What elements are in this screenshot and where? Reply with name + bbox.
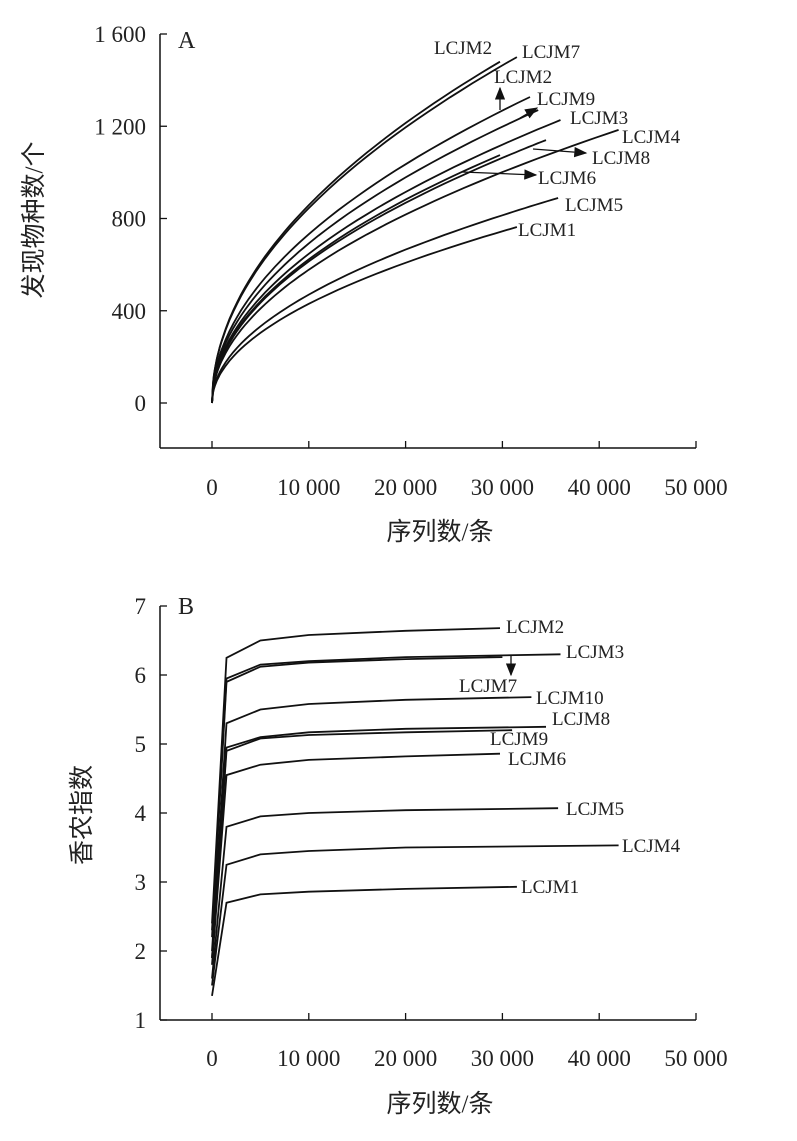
panel-b-y-tick-label: 6 bbox=[135, 663, 147, 688]
panel-b-series-label-lcjm9: LCJM9 bbox=[490, 729, 548, 750]
panel-a-series-label-lcjm8: LCJM8 bbox=[592, 148, 650, 169]
panel-a-x-tick-label: 0 bbox=[206, 475, 218, 500]
panel-b-series-line-lcjm6 bbox=[211, 752, 501, 965]
panel-b-x-axis-title: 序列数/条 bbox=[387, 1090, 494, 1118]
panel-a-series-line-lcjm2 bbox=[211, 96, 531, 404]
panel-b-y-tick-label: 1 bbox=[135, 1008, 147, 1033]
panel-b-series-label-lcjm8: LCJM8 bbox=[552, 709, 610, 730]
panel-b-x-tick-label: 30 000 bbox=[471, 1046, 534, 1071]
panel-a-x-axis-title: 序列数/条 bbox=[387, 518, 494, 546]
panel-a-annotation-arrow bbox=[461, 169, 538, 180]
panel-a-x-tick-label: 30 000 bbox=[471, 475, 534, 500]
panel-a-x-tick-label: 20 000 bbox=[374, 475, 437, 500]
panel-b-series-label-lcjm6: LCJM6 bbox=[508, 749, 566, 770]
panel-b-series-line-lcjm2 bbox=[211, 627, 501, 924]
panel-b-series-label-lcjm2: LCJM2 bbox=[506, 617, 564, 638]
panel-b-series-label-lcjm7: LCJM7 bbox=[459, 676, 517, 697]
panel-a-y-tick-label: 800 bbox=[112, 207, 147, 232]
panel-a-series-label-lcjm5: LCJM5 bbox=[565, 195, 623, 216]
panel-a-x-tick-label: 10 000 bbox=[277, 475, 340, 500]
panel-a-x-tick-label: 40 000 bbox=[568, 475, 631, 500]
panel-a-series-line-lcjm3 bbox=[211, 119, 561, 404]
panel-a-series-label-lcjm6: LCJM6 bbox=[538, 168, 596, 189]
panel-a-series-line-lcjm9 bbox=[211, 109, 539, 404]
panel-b-series-line-lcjm10 bbox=[211, 696, 532, 952]
panel-b-x-tick-label: 0 bbox=[206, 1046, 218, 1071]
panel-a-series-label-lcjm1: LCJM1 bbox=[518, 220, 576, 241]
panel-a-annotation-arrow bbox=[519, 107, 539, 119]
panel-a-series-label-lcjm4: LCJM4 bbox=[622, 127, 681, 148]
panel-b-y-tick-label: 4 bbox=[135, 801, 147, 826]
panel-a-series-label-lcjm7: LCJM7 bbox=[522, 42, 580, 63]
panel-a-series-line-lcjm6 bbox=[211, 154, 501, 404]
panel-a-y-tick-label: 400 bbox=[112, 299, 147, 324]
panel-a-x-tick-label: 50 000 bbox=[664, 475, 727, 500]
panel-a-series-label-lcjm2: LCJM2 bbox=[434, 38, 492, 59]
panel-b-series-line-lcjm5 bbox=[211, 807, 559, 979]
panel-a-series-line-lcjm4 bbox=[211, 129, 619, 404]
panel-a-series-label-lcjm9: LCJM9 bbox=[537, 89, 595, 110]
panel-b-y-tick-label: 7 bbox=[135, 594, 147, 619]
panel-b-series-line-lcjm1 bbox=[211, 885, 517, 997]
panel-a-panel-label: A bbox=[178, 28, 196, 54]
panel-b-series-line-lcjm8 bbox=[211, 725, 547, 958]
panel-b-series-line-lcjm4 bbox=[211, 844, 619, 986]
panel-b-y-tick-label: 2 bbox=[135, 939, 147, 964]
panel-b-series-label-lcjm1: LCJM1 bbox=[521, 877, 579, 898]
panel-b-series-label-lcjm5: LCJM5 bbox=[566, 799, 624, 820]
panel-b-series-label-lcjm10: LCJM10 bbox=[536, 688, 604, 709]
panel-b-y-axis-title: 香农指数 bbox=[68, 765, 96, 865]
panel-b-series-line-lcjm7 bbox=[211, 656, 503, 938]
panel-b-x-tick-label: 20 000 bbox=[374, 1046, 437, 1071]
panel-a-series-line-lcjm8 bbox=[211, 139, 547, 404]
panel-a-y-tick-label: 0 bbox=[135, 391, 147, 416]
panel-a-series-line-lcjm5 bbox=[211, 197, 559, 404]
panel-b-y-tick-label: 3 bbox=[135, 870, 147, 895]
panel-a-y-axis-title: 发现物种数/个 bbox=[20, 142, 48, 299]
panel-a-y-tick-label: 1 200 bbox=[94, 114, 146, 139]
panel-b-x-tick-label: 40 000 bbox=[568, 1046, 631, 1071]
panel-a-series-line-lcjm1 bbox=[211, 226, 518, 404]
panel-a-series-label-lcjm3: LCJM3 bbox=[570, 108, 628, 129]
panel-a-annotation-arrow bbox=[532, 146, 588, 158]
panel-b-x-tick-label: 10 000 bbox=[277, 1046, 340, 1071]
panel-b-series-line-lcjm9 bbox=[211, 729, 513, 958]
panel-b-x-tick-label: 50 000 bbox=[664, 1046, 727, 1071]
panel-b-y-tick-label: 5 bbox=[135, 732, 147, 757]
panel-a-series-label-lcjm2: LCJM2 bbox=[494, 67, 552, 88]
panel-b-series-label-lcjm4: LCJM4 bbox=[622, 836, 681, 857]
panel-a-series-line-lcjm7 bbox=[211, 56, 518, 404]
panel-a-series-line-lcjm2 bbox=[211, 60, 501, 404]
panel-b-series-label-lcjm3: LCJM3 bbox=[566, 642, 624, 663]
panel-b-panel-label: B bbox=[178, 594, 194, 620]
panel-a-y-tick-label: 1 600 bbox=[94, 22, 146, 47]
